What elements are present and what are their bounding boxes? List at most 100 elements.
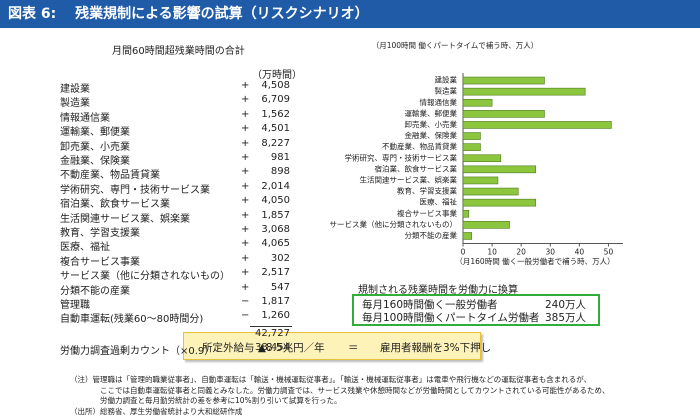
bar bbox=[462, 143, 481, 151]
y-tick-label: 製造業 bbox=[435, 86, 458, 96]
row-value: 4,508 bbox=[261, 80, 290, 91]
row-value: 1,260 bbox=[261, 310, 290, 322]
conversion-value: 240万人 bbox=[545, 299, 587, 311]
row-value: 3,068 bbox=[261, 224, 290, 235]
row-value: 1,562 bbox=[261, 108, 290, 120]
row-name: 金融業、保険業 bbox=[60, 156, 130, 167]
header-title: 残業規制による影響の試算（リスクシナリオ） bbox=[75, 6, 369, 22]
summary-box: 所定外給与 ▲8.5兆円／年 ＝ 雇用者報酬を3%下押し bbox=[183, 332, 491, 360]
bar bbox=[462, 221, 510, 229]
bar bbox=[462, 154, 502, 163]
x-axis-label: （月160時間 働く一般労働者で補う時、万人） bbox=[455, 256, 614, 266]
row-sign: + bbox=[241, 180, 250, 192]
row-value: 981 bbox=[270, 152, 290, 163]
adjusted-value: 38,454 bbox=[255, 341, 290, 353]
x-tick-label: 30 bbox=[545, 248, 555, 257]
y-tick-label: 卸売業、小売業 bbox=[405, 119, 458, 129]
row-name: 教育、学習支援業 bbox=[60, 228, 140, 239]
row-name: 学術研究、専門・技術サービス業 bbox=[60, 184, 210, 196]
note-line: （出所）総務省、厚生労働省統計より大和総研作成 bbox=[70, 406, 243, 416]
summary-left: 所定外給与 ▲8.5兆円／年 bbox=[202, 342, 325, 354]
row-name: 分類不能の産業 bbox=[60, 285, 130, 297]
row-name: 運輸業、郵便業 bbox=[60, 127, 130, 139]
row-sign: + bbox=[241, 123, 250, 135]
conversion-label: 毎月160時間働く一般労働者 bbox=[362, 299, 498, 311]
row-name: 医療、福祉 bbox=[60, 242, 110, 254]
y-tick-label: 生活関連サービス業、娯楽業 bbox=[360, 174, 458, 184]
row-name: 自動車運転(残業60～80時間分) bbox=[60, 314, 204, 326]
bar bbox=[462, 198, 537, 207]
row-sign: + bbox=[241, 137, 250, 149]
bar bbox=[462, 209, 470, 218]
row-sign: + bbox=[241, 267, 250, 279]
row-name: 管理職 bbox=[60, 300, 90, 311]
bar bbox=[462, 132, 481, 140]
row-sign: + bbox=[241, 80, 250, 91]
note-line: ここでは自動車運転従事者と同義とみなした。労働力調査では、サービス残業や休憩時間… bbox=[100, 385, 610, 395]
row-name: 情報通信業 bbox=[60, 112, 110, 124]
row-sign: + bbox=[241, 238, 250, 250]
y-tick-label: 金融業、保険業 bbox=[405, 130, 458, 140]
table-unit: （万時間） bbox=[252, 70, 302, 81]
row-name: 卸売業、小売業 bbox=[60, 141, 130, 153]
row-sign: + bbox=[241, 281, 250, 293]
header: 図表 6: 残業規制による影響の試算（リスクシナリオ） bbox=[0, 0, 700, 28]
row-value: 898 bbox=[270, 166, 290, 178]
row-value: 4,050 bbox=[261, 195, 290, 207]
conversion-box bbox=[352, 294, 600, 326]
x-tick-label: 20 bbox=[516, 248, 526, 257]
bar bbox=[462, 87, 586, 96]
row-name: 生活関連サービス業、娯楽業 bbox=[60, 213, 190, 225]
note-line: （注）管理職は「管理的職業従事者」、自動車運転は「輸送・機械運転従事者」。「輸送… bbox=[70, 375, 592, 384]
x-tick-label: 50 bbox=[604, 248, 614, 257]
y-tick-label: 教育、学習支援業 bbox=[397, 186, 457, 196]
row-name: 複合サービス事業 bbox=[60, 256, 140, 268]
row-value: 1,817 bbox=[261, 296, 290, 307]
bar bbox=[462, 176, 499, 185]
y-tick-label: 運輸業、郵便業 bbox=[405, 108, 458, 118]
summary-right: 雇用者報酬を3%下押し bbox=[380, 342, 492, 354]
y-tick-label: 学術研究、専門・技術サービス業 bbox=[345, 152, 458, 162]
row-name: 不動産業、物品賃貸業 bbox=[60, 170, 160, 182]
chart-title: （月100時間 働くパートタイムで補う時、万人） bbox=[372, 40, 539, 50]
row-sign: + bbox=[241, 252, 250, 264]
row-sign: + bbox=[241, 195, 250, 207]
bar bbox=[462, 76, 545, 85]
row-sign: − bbox=[241, 310, 250, 322]
total-value: 42,727 bbox=[255, 327, 290, 339]
total-rule bbox=[250, 325, 292, 327]
y-tick-label: 不動産業、物品賃貸業 bbox=[382, 141, 457, 151]
x-tick-label: 10 bbox=[487, 248, 497, 257]
bar bbox=[462, 121, 612, 129]
conversion-label: 毎月100時間働くパートタイム労働者 bbox=[362, 312, 540, 324]
x-tick-label: 0 bbox=[461, 248, 466, 257]
row-value: 547 bbox=[270, 281, 290, 293]
y-tick-label: 複合サービス事業 bbox=[397, 208, 457, 218]
row-sign: + bbox=[241, 94, 250, 106]
adjusted-name: 労働力調査過剰カウント（×0.9） bbox=[60, 345, 215, 357]
row-name: 宿泊業、飲食サービス業 bbox=[60, 199, 170, 211]
row-value: 2,014 bbox=[261, 180, 290, 192]
row-name: 建設業 bbox=[60, 84, 90, 95]
conversion-value: 385万人 bbox=[545, 312, 587, 324]
row-sign: + bbox=[241, 224, 250, 235]
y-tick-label: サービス業（他に分類されないもの） bbox=[330, 219, 458, 229]
row-name: サービス業（他に分類されないもの） bbox=[60, 271, 230, 283]
table-title: 月間60時間超残業時間の合計 bbox=[112, 46, 245, 57]
row-value: 4,065 bbox=[261, 238, 290, 250]
row-value: 6,709 bbox=[261, 94, 290, 106]
row-sign: + bbox=[241, 108, 250, 120]
summary-equals: ＝ bbox=[348, 342, 359, 354]
bar bbox=[462, 165, 537, 174]
y-tick-label: 分類不能の産業 bbox=[405, 230, 458, 240]
bar bbox=[462, 187, 519, 196]
row-name: 製造業 bbox=[60, 98, 90, 110]
bar bbox=[462, 232, 473, 240]
row-value: 1,857 bbox=[261, 209, 290, 221]
row-sign: + bbox=[241, 209, 250, 221]
row-value: 302 bbox=[270, 252, 290, 264]
header-label: 図表 6: bbox=[8, 6, 57, 22]
row-value: 4,501 bbox=[261, 123, 290, 135]
